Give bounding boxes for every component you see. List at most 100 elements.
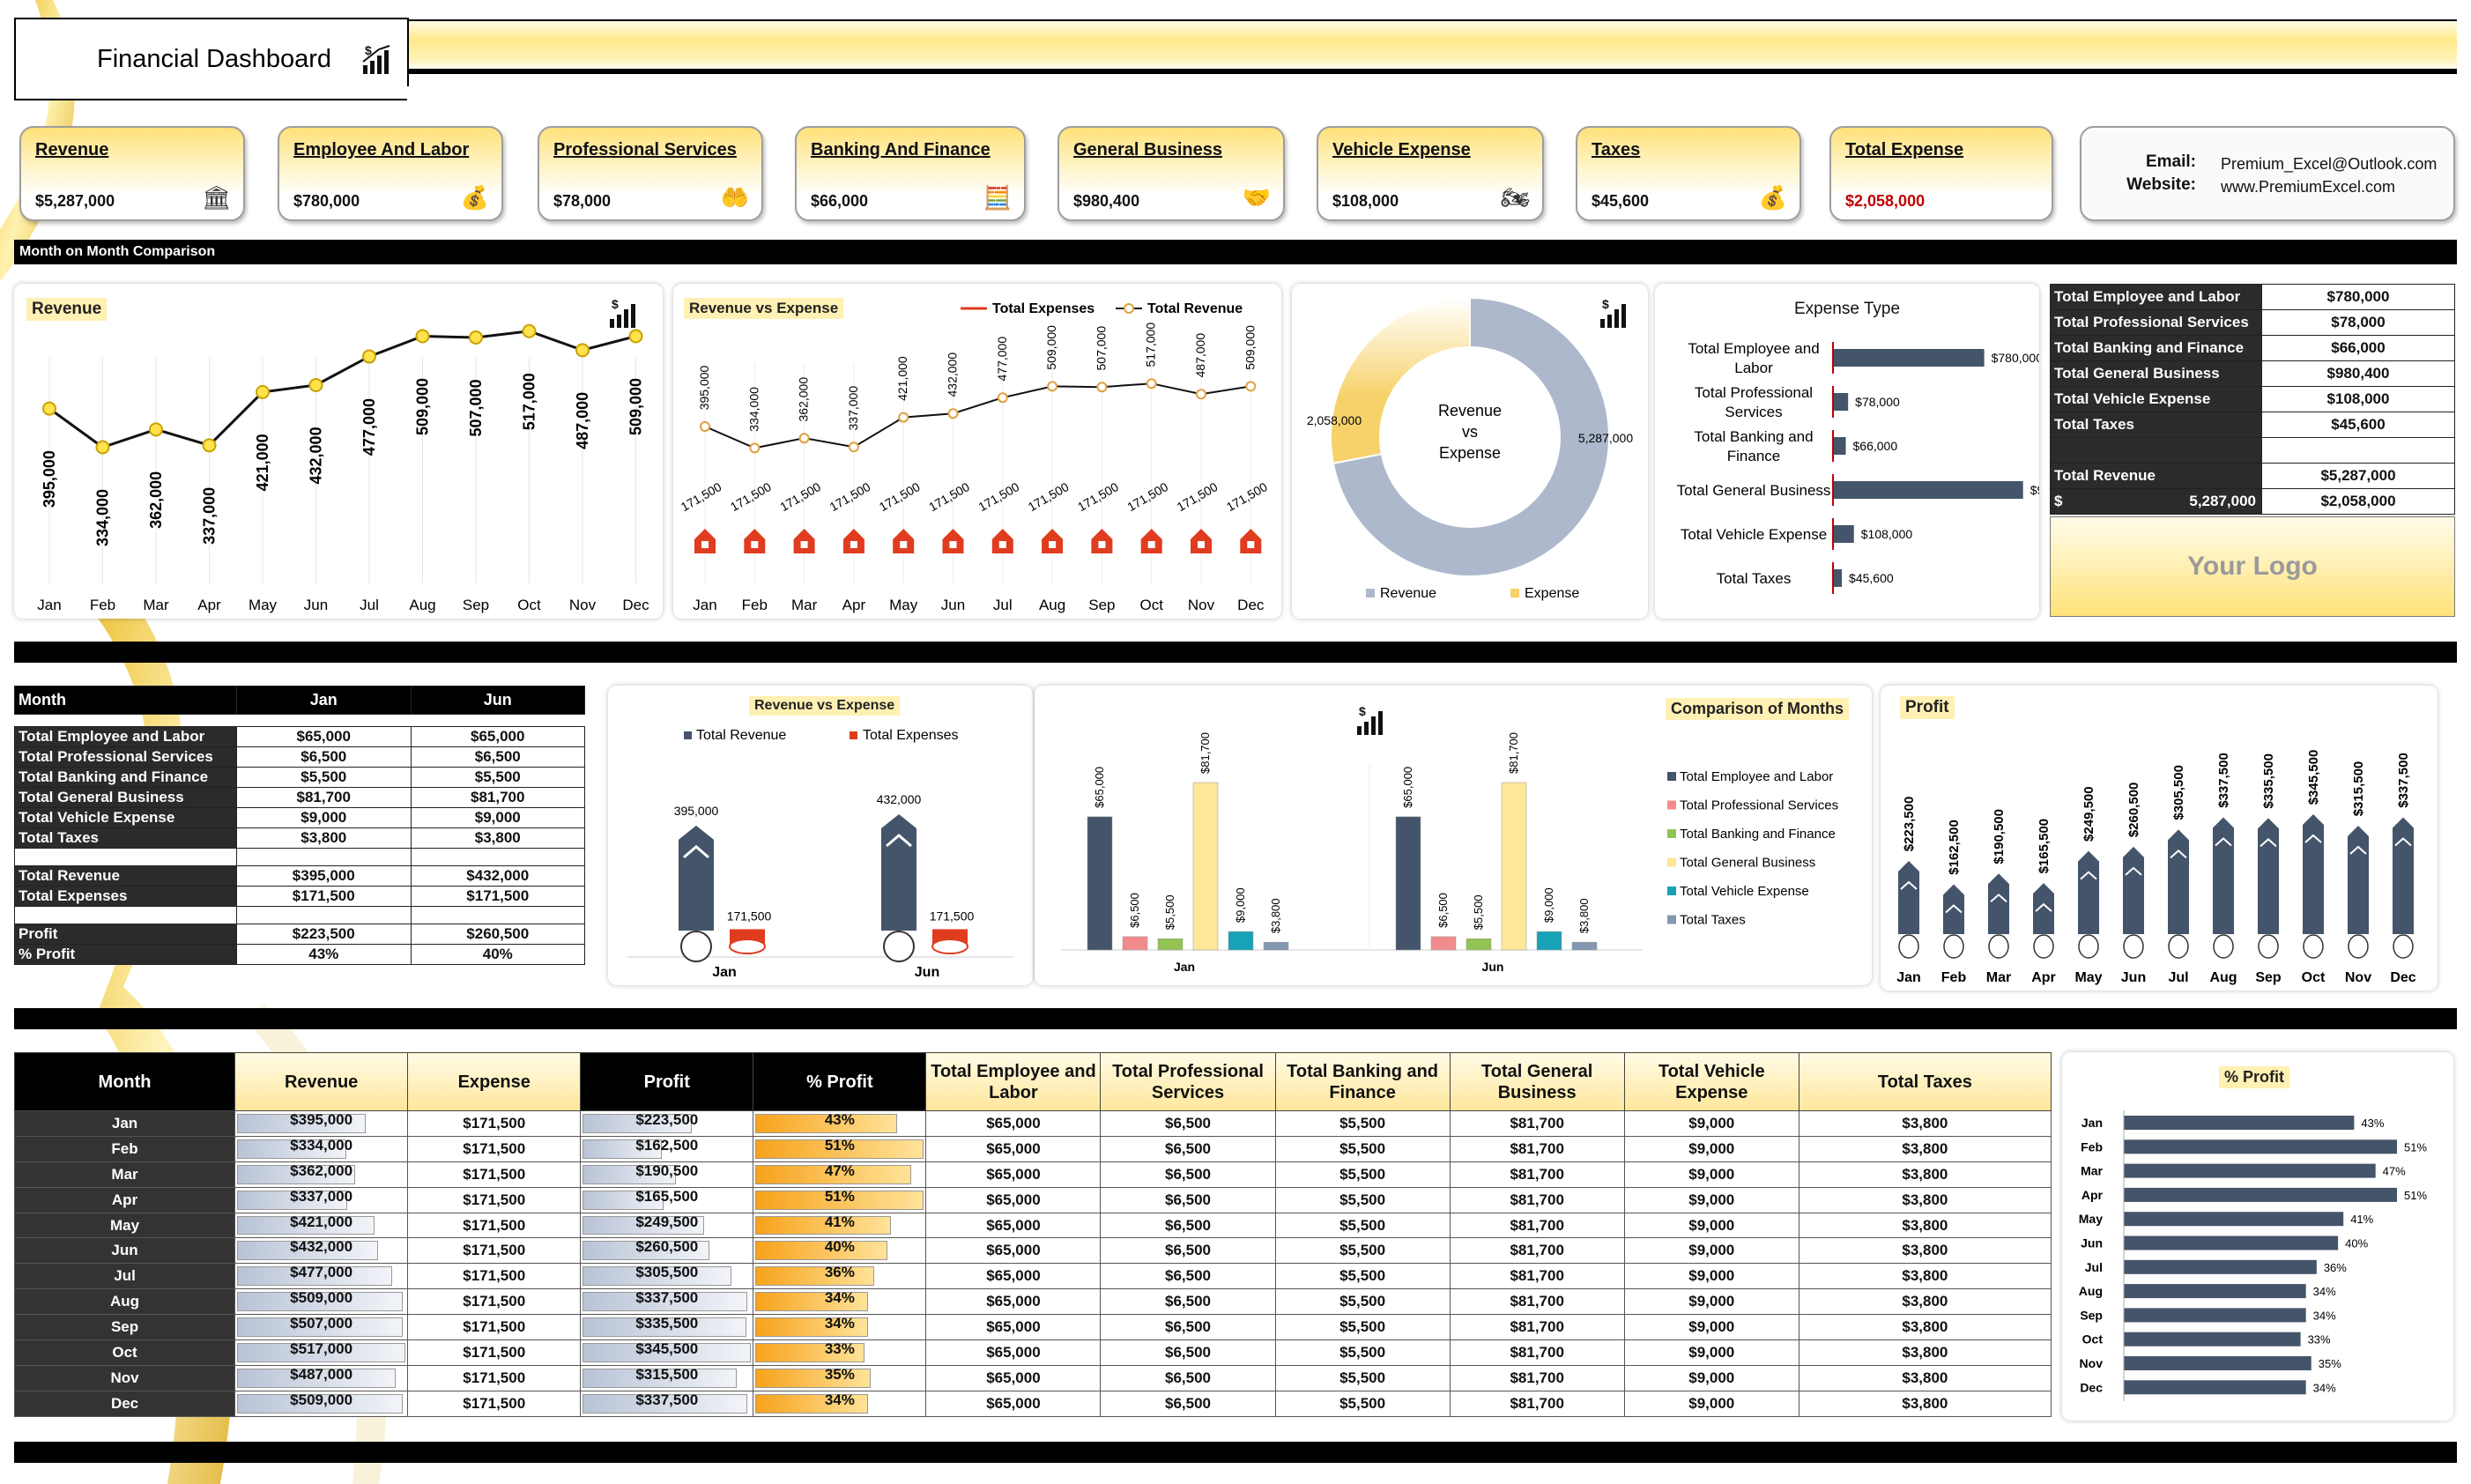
month-rev-vs-exp-chart: Total Revenue Total Expenses 395,000 171,50… xyxy=(627,728,1013,980)
data-label: 509,000 xyxy=(414,378,432,435)
kpi-card[interactable]: Banking And Finance $66,000 🧮 xyxy=(795,126,1026,221)
legend-swatch xyxy=(1667,857,1676,867)
month-table-row xyxy=(14,906,585,924)
kpi-card[interactable]: Employee And Labor $780,000 💰 xyxy=(278,126,503,221)
cell-value: $223,500 xyxy=(635,1111,699,1128)
data-label: 487,000 xyxy=(574,392,591,449)
bar-chevron xyxy=(2394,837,2412,847)
kpi-title: Professional Services xyxy=(553,140,737,160)
legend-label: Total Banking and Finance xyxy=(1680,827,1836,842)
kpi-title: Employee And Labor xyxy=(293,140,470,160)
data-label: 477,000 xyxy=(360,398,378,456)
revenue-bar xyxy=(881,814,916,931)
cell-value: $337,500 xyxy=(635,1391,699,1408)
kpi-title: Total Expense xyxy=(1845,140,1964,160)
legend-swatch xyxy=(1667,829,1676,838)
table-cell: $3,800 xyxy=(1798,1212,2052,1239)
revenue-series-line xyxy=(704,382,1251,449)
table-cell: $6,500 xyxy=(1100,1237,1276,1265)
kpi-value: $5,287,000 xyxy=(35,192,115,210)
data-label: $5,500 xyxy=(1163,894,1176,930)
row-label: Total Expenses xyxy=(14,886,237,907)
table-cell: $6,500 xyxy=(1100,1364,1276,1391)
expense-type-card: Expense Type $780,000 Total Employee and L… xyxy=(1655,284,2039,619)
expense-data-label: 171,500 xyxy=(728,479,774,514)
kpi-card[interactable]: General Business $980,400 🤝 xyxy=(1057,126,1285,221)
legend-label: Total Revenue xyxy=(1147,301,1243,316)
table-row: Mar $362,000 $171,500 $190,500 47% $65,000 $6,… xyxy=(13,1161,2052,1188)
summary-label: Total General Business xyxy=(2050,360,2262,387)
comparison-bar xyxy=(1157,938,1184,951)
header-cell: Jun xyxy=(410,686,585,715)
email-link[interactable]: Premium_Excel@Outlook.com xyxy=(2221,155,2438,173)
comparison-title: Comparison of Months xyxy=(1666,698,1849,720)
currency-symbol: $ xyxy=(2054,493,2063,509)
row-value: $260,500 xyxy=(410,924,585,945)
kpi-card[interactable]: Vehicle Expense $108,000 🏍 xyxy=(1317,126,1544,221)
expense-data-label: 171,500 xyxy=(679,479,724,514)
table-cell: $5,500 xyxy=(1274,1212,1451,1239)
expense-marker-window xyxy=(701,541,709,548)
row-value: $171,500 xyxy=(236,886,412,907)
bar-base xyxy=(2213,934,2234,959)
x-tick-label: May xyxy=(889,597,918,613)
x-tick-label: Sep xyxy=(2255,970,2282,985)
cell-value: $162,500 xyxy=(635,1136,699,1154)
row-value: $6,500 xyxy=(236,746,412,768)
table-cell: $6,500 xyxy=(1100,1161,1276,1188)
data-label: $337,500 xyxy=(2216,753,2231,808)
summary-row: Total General Business $980,400 xyxy=(2050,360,2455,387)
cell-value: 34% xyxy=(824,1391,855,1408)
revenue-point xyxy=(798,433,810,444)
data-bar-cell: 34% xyxy=(755,1391,924,1416)
x-tick-label: Sep xyxy=(1088,597,1115,613)
kpi-card[interactable]: Revenue $5,287,000 🏛 xyxy=(19,126,245,221)
data-bar xyxy=(755,1114,898,1133)
table-cell: $334,000 xyxy=(234,1135,409,1162)
kpi-value: $780,000 xyxy=(293,192,360,210)
revenue-data-label: 334,000 xyxy=(746,387,761,432)
data-bar xyxy=(583,1190,664,1210)
kpi-card[interactable]: Total Expense $2,058,000 xyxy=(1829,126,2053,221)
revenue-bar xyxy=(679,825,714,931)
revenue-data-label: 509,000 xyxy=(1243,325,1257,370)
kpi-card[interactable]: Taxes $45,600 💰 xyxy=(1576,126,1801,221)
blank-cell xyxy=(2261,437,2455,464)
bar-chevron xyxy=(2215,837,2232,847)
cell-value: 47% xyxy=(824,1161,855,1179)
expense-data-label: 171,500 xyxy=(777,479,823,514)
category-label: Labor xyxy=(1734,360,1773,376)
table-cell: $9,000 xyxy=(1623,1212,1799,1239)
growth-chart-icon: $ xyxy=(610,297,635,328)
expense-marker-window xyxy=(800,541,808,548)
month-cell: Mar xyxy=(13,1161,236,1188)
row-label: Total Banking and Finance xyxy=(14,767,237,788)
category-label: Jan xyxy=(2081,1116,2103,1130)
x-tick-label: Jul xyxy=(2168,970,2188,985)
kpi-card[interactable]: Professional Services $78,000 🤲 xyxy=(538,126,763,221)
website-link[interactable]: www.PremiumExcel.com xyxy=(2221,178,2396,196)
bar-chevron xyxy=(2035,902,2052,912)
cell-value: 51% xyxy=(824,1136,855,1154)
revenue-data-label: 507,000 xyxy=(1094,326,1108,371)
expense-bar xyxy=(1833,349,1985,367)
table-cell: $165,500 xyxy=(580,1186,754,1213)
comparison-bar xyxy=(1263,941,1289,951)
expense-marker-window xyxy=(949,541,957,548)
data-bar-cell: $260,500 xyxy=(583,1238,751,1263)
month-cell: Feb xyxy=(13,1135,236,1162)
table-cell: $6,500 xyxy=(1100,1186,1276,1213)
bar-chevron xyxy=(683,844,709,858)
data-bar-cell: 34% xyxy=(755,1315,924,1339)
bar-base xyxy=(2393,934,2414,959)
summary-row: Total Professional Services $78,000 xyxy=(2050,309,2455,336)
table-cell: $171,500 xyxy=(407,1390,582,1417)
revenue-point xyxy=(469,330,483,345)
bar-value-label: 34% xyxy=(2313,1309,2336,1322)
bar-value-label: $108,000 xyxy=(1861,527,1913,541)
table-cell: $171,500 xyxy=(407,1212,582,1239)
kpi-title: Revenue xyxy=(35,140,109,160)
bar-value-label: 35% xyxy=(2319,1357,2341,1370)
table-cell: $3,800 xyxy=(1798,1135,2052,1162)
x-tick-label: May xyxy=(2074,970,2102,985)
